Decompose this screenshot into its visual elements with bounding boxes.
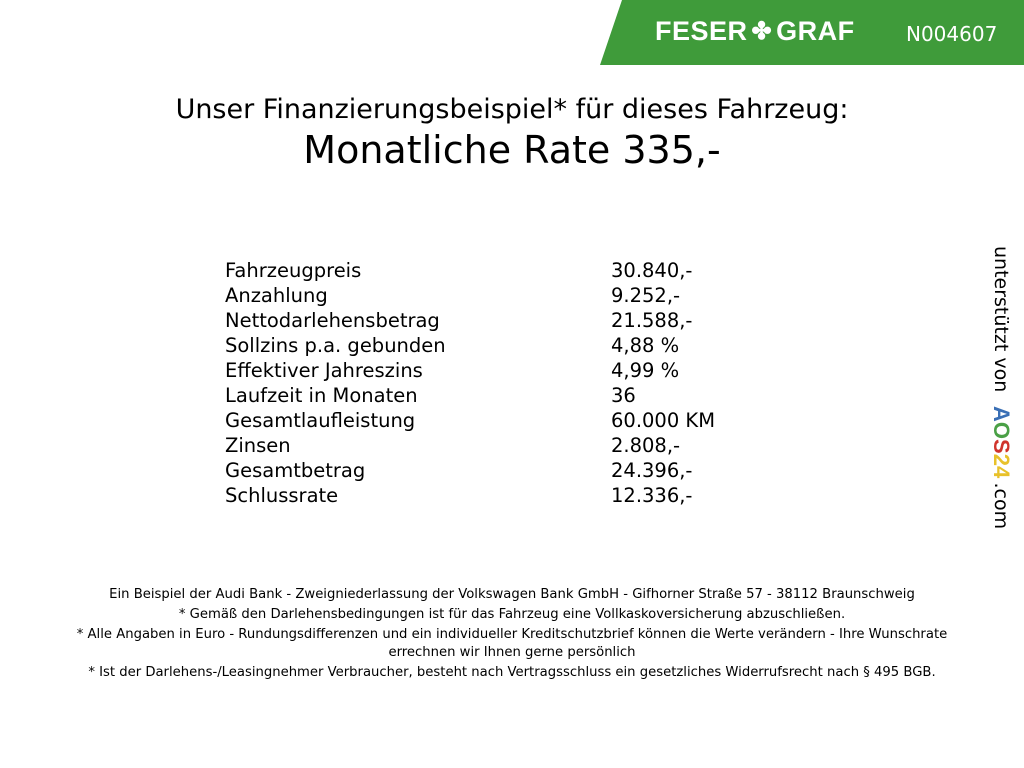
row-value: 4,99 % [611, 359, 680, 382]
row-value: 12.336,- [611, 484, 693, 507]
footer-line: * Ist der Darlehens-/Leasingnehmer Verbr… [88, 665, 936, 680]
row-label: Gesamtbetrag [225, 459, 366, 482]
row-label: Effektiver Jahreszins [225, 359, 423, 382]
row-label: Laufzeit in Monaten [225, 384, 418, 407]
aos24-letter: O [989, 422, 1014, 440]
row-value: 4,88 % [611, 334, 680, 357]
feser-graf-logo: FESER ✤ GRAF [655, 16, 855, 47]
row-label: Anzahlung [225, 284, 328, 307]
aos24-letter: 2 [989, 454, 1014, 467]
aos24-logo: AOS24 [989, 406, 1014, 478]
row-label: Gesamtlaufleistung [225, 409, 416, 432]
finance-title: Unser Finanzierungsbeispiel* für dieses … [175, 94, 849, 125]
row-label: Fahrzeugpreis [225, 259, 362, 282]
row-label: Schlussrate [225, 484, 339, 507]
logo-text-right: GRAF [776, 16, 855, 46]
table-row: Effektiver Jahreszins 4,99 % [225, 358, 715, 383]
finance-table: Fahrzeugpreis 30.840,- Anzahlung 9.252,- Net… [225, 258, 715, 508]
aos24-letter: S [989, 439, 1014, 454]
clover-icon: ✤ [751, 18, 773, 45]
table-row: Gesamtbetrag 24.396,- [225, 458, 715, 483]
logo-text-left: FESER [655, 16, 748, 46]
row-label: Nettodarlehensbetrag [225, 309, 440, 332]
table-row: Anzahlung 9.252,- [225, 283, 715, 308]
table-row: Nettodarlehensbetrag 21.588,- [225, 308, 715, 333]
supported-by: unterstützt von AOS24 .com [988, 246, 1014, 529]
header-banner [600, 0, 1024, 65]
footer-line: Ein Beispiel der Audi Bank - Zweignieder… [109, 587, 915, 602]
table-row: Schlussrate 12.336,- [225, 483, 715, 508]
row-value: 21.588,- [611, 309, 693, 332]
vehicle-code: N004607 [906, 22, 998, 46]
monthly-rate: Monatliche Rate 335,- [303, 128, 721, 172]
footer-line: * Alle Angaben in Euro - Rundungsdiffere… [76, 627, 948, 660]
row-value: 2.808,- [611, 434, 681, 457]
row-label: Sollzins p.a. gebunden [225, 334, 446, 357]
footer-line: * Gemäß den Darlehensbedingungen ist für… [178, 607, 846, 622]
row-label: Zinsen [225, 434, 291, 457]
row-value: 30.840,- [611, 259, 693, 282]
footer-disclaimer: Ein Beispiel der Audi Bank - Zweignieder… [50, 586, 974, 684]
table-row: Zinsen 2.808,- [225, 433, 715, 458]
aos24-letter: A [989, 406, 1014, 423]
row-value: 24.396,- [611, 459, 693, 482]
row-value: 9.252,- [611, 284, 681, 307]
supported-by-text: unterstützt von [990, 246, 1012, 393]
table-row: Fahrzeugpreis 30.840,- [225, 258, 715, 283]
row-value: 60.000 KM [611, 409, 716, 432]
table-row: Sollzins p.a. gebunden 4,88 % [225, 333, 715, 358]
table-row: Laufzeit in Monaten 36 [225, 383, 715, 408]
aos24-suffix: .com [990, 482, 1012, 530]
table-row: Gesamtlaufleistung 60.000 KM [225, 408, 715, 433]
row-value: 36 [611, 384, 636, 407]
aos24-letter: 4 [989, 466, 1014, 479]
